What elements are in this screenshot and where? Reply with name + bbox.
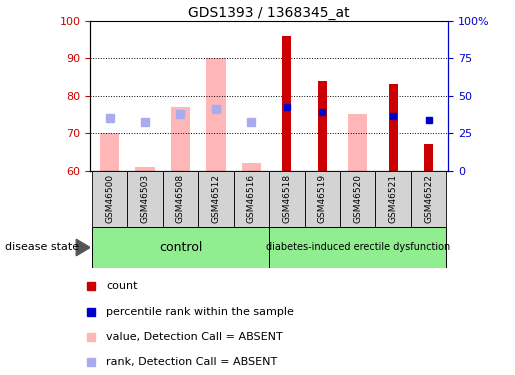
- Text: diabetes-induced erectile dysfunction: diabetes-induced erectile dysfunction: [266, 243, 450, 252]
- Bar: [282, 36, 291, 171]
- Text: GSM46516: GSM46516: [247, 174, 256, 223]
- Text: GSM46512: GSM46512: [212, 174, 220, 223]
- Bar: [234, 171, 269, 227]
- Text: count: count: [106, 281, 138, 291]
- Bar: [318, 81, 327, 171]
- Bar: [92, 227, 269, 268]
- Text: control: control: [159, 241, 202, 254]
- Bar: [424, 144, 433, 171]
- Text: disease state: disease state: [5, 243, 79, 252]
- Title: GDS1393 / 1368345_at: GDS1393 / 1368345_at: [188, 6, 350, 20]
- Text: GSM46522: GSM46522: [424, 174, 433, 223]
- Bar: [198, 171, 234, 227]
- Text: GSM46521: GSM46521: [389, 174, 398, 223]
- Text: value, Detection Call = ABSENT: value, Detection Call = ABSENT: [106, 332, 283, 342]
- Polygon shape: [76, 239, 90, 256]
- Bar: [242, 163, 261, 171]
- Bar: [348, 114, 367, 171]
- Text: GSM46500: GSM46500: [105, 174, 114, 223]
- Bar: [171, 107, 190, 171]
- Bar: [375, 171, 411, 227]
- Bar: [127, 171, 163, 227]
- Text: GSM46503: GSM46503: [141, 174, 149, 223]
- Bar: [163, 171, 198, 227]
- Text: percentile rank within the sample: percentile rank within the sample: [106, 307, 294, 317]
- Bar: [135, 167, 155, 171]
- Text: GSM46518: GSM46518: [282, 174, 291, 223]
- Bar: [304, 171, 340, 227]
- Text: GSM46508: GSM46508: [176, 174, 185, 223]
- Bar: [100, 133, 119, 171]
- Bar: [340, 171, 375, 227]
- Bar: [411, 171, 447, 227]
- Text: GSM46520: GSM46520: [353, 174, 362, 223]
- Bar: [92, 171, 127, 227]
- Bar: [206, 58, 226, 171]
- Bar: [269, 171, 304, 227]
- Text: rank, Detection Call = ABSENT: rank, Detection Call = ABSENT: [106, 357, 278, 368]
- Text: GSM46519: GSM46519: [318, 174, 327, 223]
- Bar: [389, 84, 398, 171]
- Bar: [269, 227, 447, 268]
